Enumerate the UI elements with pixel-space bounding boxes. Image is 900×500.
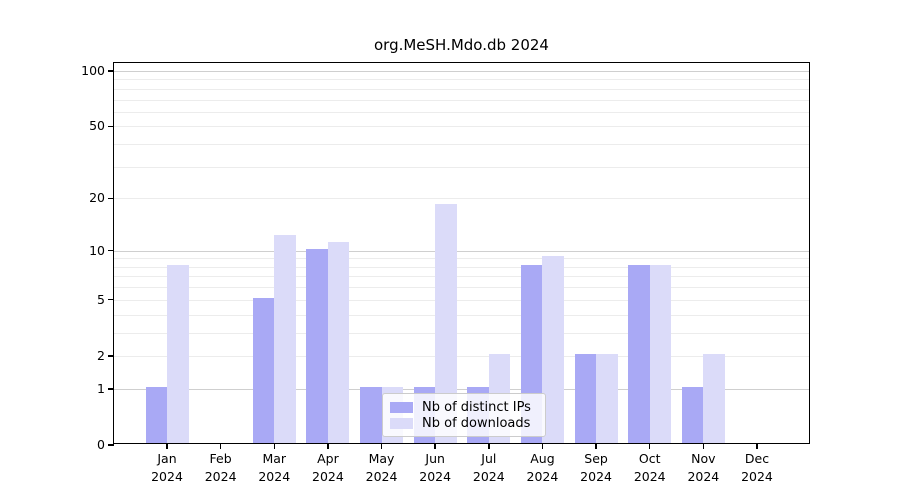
x-tick-label: Jun 2024 — [419, 451, 452, 484]
y-axis-tick — [108, 70, 114, 72]
y-tick-label: 100 — [81, 62, 105, 78]
gridline-major — [114, 70, 809, 72]
gridline-minor — [114, 198, 809, 200]
bar-distinct-ips — [574, 353, 597, 443]
gridline-minor — [114, 299, 809, 301]
x-axis-tick — [541, 443, 544, 449]
gridline-minor — [114, 276, 809, 278]
bar-distinct-ips — [306, 248, 328, 443]
x-tick-label: Dec 2024 — [741, 451, 773, 484]
x-tick-label: Apr 2024 — [312, 451, 344, 484]
x-axis-tick — [166, 443, 168, 449]
x-tick-label: Jan 2024 — [151, 451, 183, 484]
gridline-major — [114, 388, 809, 390]
gridline-minor — [114, 166, 809, 168]
y-axis-tick — [108, 125, 114, 127]
y-tick-label: 0 — [97, 437, 105, 452]
x-tick-label: Oct 2024 — [633, 451, 666, 484]
y-tick-label: 2 — [97, 347, 105, 363]
x-axis-tick — [702, 443, 705, 449]
y-axis-tick — [108, 444, 114, 446]
bar-downloads — [703, 353, 725, 443]
y-tick-label: 10 — [89, 242, 105, 258]
gridline-minor — [114, 287, 809, 289]
gridline-minor — [114, 126, 809, 128]
gridline-minor — [114, 111, 809, 113]
gridline-minor — [114, 266, 809, 268]
y-tick-label: 20 — [89, 190, 105, 206]
legend-item-downloads: Nb of downloads — [390, 415, 536, 431]
x-axis-tick — [595, 443, 597, 449]
y-axis-tick — [108, 388, 114, 390]
x-axis-tick — [434, 443, 436, 449]
bar-distinct-ips — [681, 386, 704, 443]
x-axis-tick — [649, 443, 651, 449]
legend: Nb of distinct IPs Nb of downloads — [382, 393, 546, 437]
bar-downloads — [649, 264, 672, 443]
y-axis-tick — [108, 299, 114, 301]
gridline-major — [114, 250, 809, 252]
bar-downloads — [542, 256, 564, 443]
bar-downloads — [596, 353, 618, 443]
gridline-minor — [114, 99, 809, 101]
gridline-minor — [114, 314, 809, 316]
legend-swatch-distinct-ips — [390, 401, 413, 413]
x-axis-tick — [327, 443, 329, 449]
gridline-minor — [114, 332, 809, 334]
gridline-minor — [114, 88, 809, 90]
x-axis-tick — [219, 443, 222, 449]
y-tick-label: 50 — [89, 118, 105, 134]
bar-downloads — [167, 264, 189, 443]
x-axis-tick — [488, 443, 490, 449]
x-tick-label: Aug 2024 — [526, 451, 559, 484]
chart-title: org.MeSH.Mdo.db 2024 — [374, 36, 549, 54]
bar-distinct-ips — [252, 297, 275, 443]
y-tick-label: 1 — [97, 380, 105, 396]
x-tick-label: Feb 2024 — [204, 451, 237, 484]
legend-label-distinct-ips: Nb of distinct IPs — [422, 399, 531, 415]
gridline-minor — [114, 258, 809, 260]
y-tick-label: 5 — [97, 291, 105, 307]
gridline-minor — [114, 144, 809, 145]
x-tick-label: Jul 2024 — [472, 451, 505, 484]
bar-downloads — [327, 241, 350, 443]
x-tick-label: Nov 2024 — [687, 451, 720, 484]
bar-distinct-ips — [628, 264, 650, 443]
legend-swatch-downloads — [390, 417, 413, 429]
x-axis-tick — [756, 443, 758, 449]
y-axis-tick — [108, 197, 114, 199]
gridline-minor — [114, 355, 809, 357]
bar-distinct-ips — [145, 386, 167, 443]
bar-downloads — [274, 235, 296, 443]
bar-downloads — [435, 204, 457, 443]
x-tick-label: Mar 2024 — [258, 451, 291, 484]
legend-label-downloads: Nb of downloads — [422, 415, 531, 431]
legend-item-distinct-ips: Nb of distinct IPs — [390, 399, 536, 415]
bar-distinct-ips — [360, 386, 382, 443]
x-axis-tick — [380, 443, 383, 449]
plot-area: 0 1 2 5 10 20 50 100 Jan 2024 Feb 2024 Mar 2024 Apr… — [81, 62, 810, 484]
x-tick-label: Sep 2024 — [580, 451, 612, 484]
x-tick-label: May 2024 — [365, 451, 398, 484]
gridline-minor — [114, 79, 809, 81]
y-axis-tick — [108, 249, 114, 252]
x-axis-tick — [273, 443, 275, 449]
y-axis-tick — [108, 355, 114, 357]
